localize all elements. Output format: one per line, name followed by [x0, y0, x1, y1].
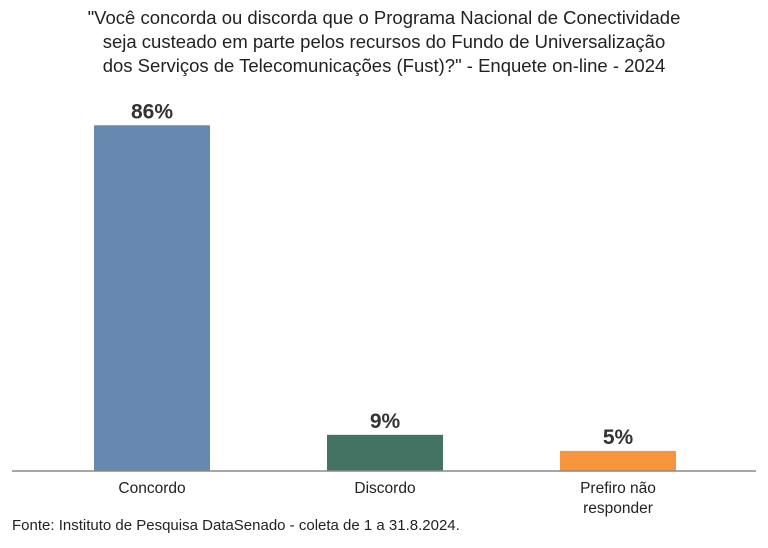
chart-title-line-1: "Você concorda ou discorda que o Program… — [87, 7, 681, 28]
data-label-3: 5% — [603, 426, 634, 449]
category-label-3-line-1: Prefiro não — [580, 480, 656, 497]
chart-title: "Você concorda ou discorda que o Program… — [40, 6, 728, 78]
bar-2 — [327, 434, 443, 471]
category-label-2: Discordo — [354, 480, 415, 497]
source-note: Fonte: Instituto de Pesquisa DataSenado … — [12, 517, 460, 534]
chart-title-line-2: seja custeado em parte pelos recursos do… — [102, 31, 666, 52]
category-label-3-line-2: responder — [583, 500, 653, 517]
data-label-1: 86% — [131, 100, 173, 123]
bar-1 — [94, 125, 210, 471]
data-label-2: 9% — [370, 410, 401, 433]
category-label-1: Concordo — [118, 480, 185, 497]
chart-title-line-3: dos Serviços de Telecomunicações (Fust)?… — [102, 55, 666, 76]
bar-3 — [560, 450, 676, 471]
